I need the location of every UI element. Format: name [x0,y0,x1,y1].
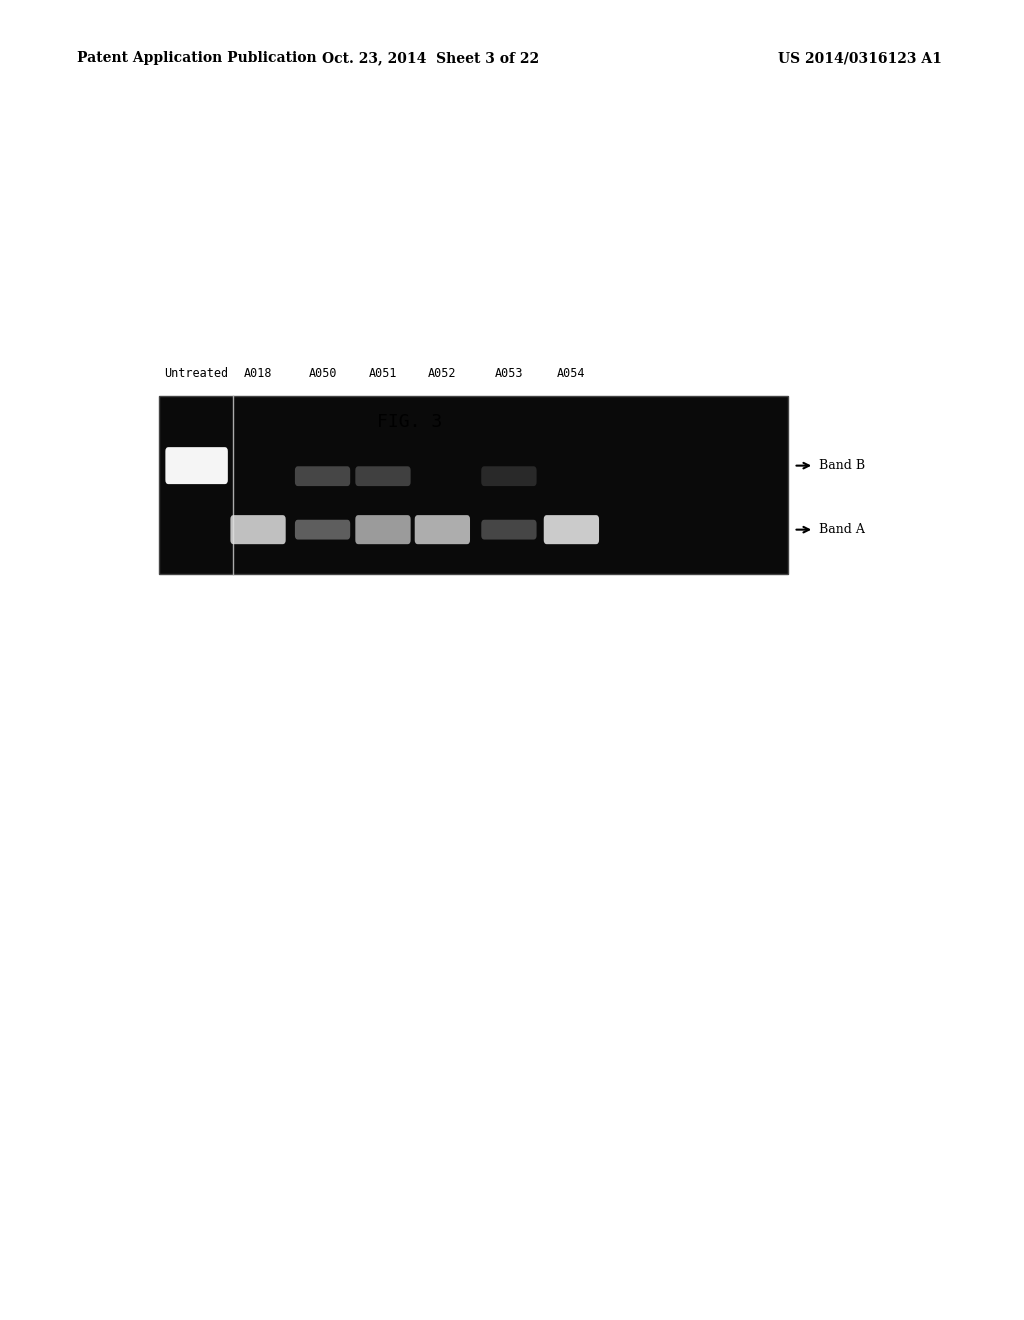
Text: Oct. 23, 2014  Sheet 3 of 22: Oct. 23, 2014 Sheet 3 of 22 [322,51,539,65]
Text: US 2014/0316123 A1: US 2014/0316123 A1 [778,51,942,65]
Text: A054: A054 [557,367,586,380]
Text: Band A: Band A [819,523,865,536]
Text: Band B: Band B [819,459,865,473]
Text: Patent Application Publication: Patent Application Publication [77,51,316,65]
Text: A052: A052 [428,367,457,380]
Text: A053: A053 [495,367,523,380]
FancyBboxPatch shape [544,515,599,544]
Text: A018: A018 [244,367,272,380]
Text: A051: A051 [369,367,397,380]
FancyBboxPatch shape [295,520,350,540]
Text: A050: A050 [308,367,337,380]
Bar [159,396,788,574]
FancyBboxPatch shape [355,515,411,544]
FancyBboxPatch shape [415,515,470,544]
FancyBboxPatch shape [166,447,227,484]
Text: Untreated: Untreated [165,367,228,380]
FancyBboxPatch shape [481,466,537,486]
FancyBboxPatch shape [295,466,350,486]
FancyBboxPatch shape [355,466,411,486]
Text: FIG. 3: FIG. 3 [377,413,442,432]
FancyBboxPatch shape [230,515,286,544]
FancyBboxPatch shape [481,520,537,540]
